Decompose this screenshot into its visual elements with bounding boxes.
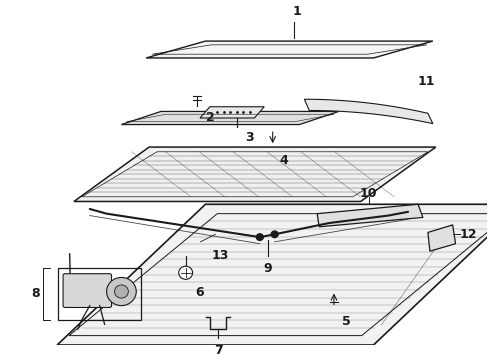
Text: 5: 5: [342, 315, 351, 328]
Polygon shape: [304, 99, 433, 123]
Text: 1: 1: [293, 5, 302, 18]
Text: 13: 13: [212, 249, 229, 262]
Polygon shape: [200, 107, 264, 118]
Circle shape: [256, 234, 263, 240]
Text: 4: 4: [280, 154, 288, 167]
Text: 2: 2: [206, 112, 215, 125]
Polygon shape: [122, 112, 339, 125]
Polygon shape: [317, 204, 423, 227]
FancyBboxPatch shape: [63, 274, 112, 307]
Circle shape: [107, 278, 136, 306]
Text: 6: 6: [196, 286, 204, 299]
Polygon shape: [146, 41, 433, 58]
Text: 12: 12: [460, 228, 477, 241]
Text: 11: 11: [418, 75, 436, 88]
Circle shape: [271, 231, 278, 238]
Text: 7: 7: [214, 344, 222, 357]
Circle shape: [179, 266, 193, 279]
Bar: [58, 268, 141, 320]
Polygon shape: [428, 225, 456, 251]
Text: 10: 10: [360, 186, 377, 199]
Polygon shape: [74, 147, 436, 202]
Text: 9: 9: [264, 262, 272, 275]
Circle shape: [115, 285, 128, 298]
Polygon shape: [57, 204, 490, 345]
Text: 3: 3: [245, 131, 254, 144]
Text: 8: 8: [32, 287, 40, 300]
